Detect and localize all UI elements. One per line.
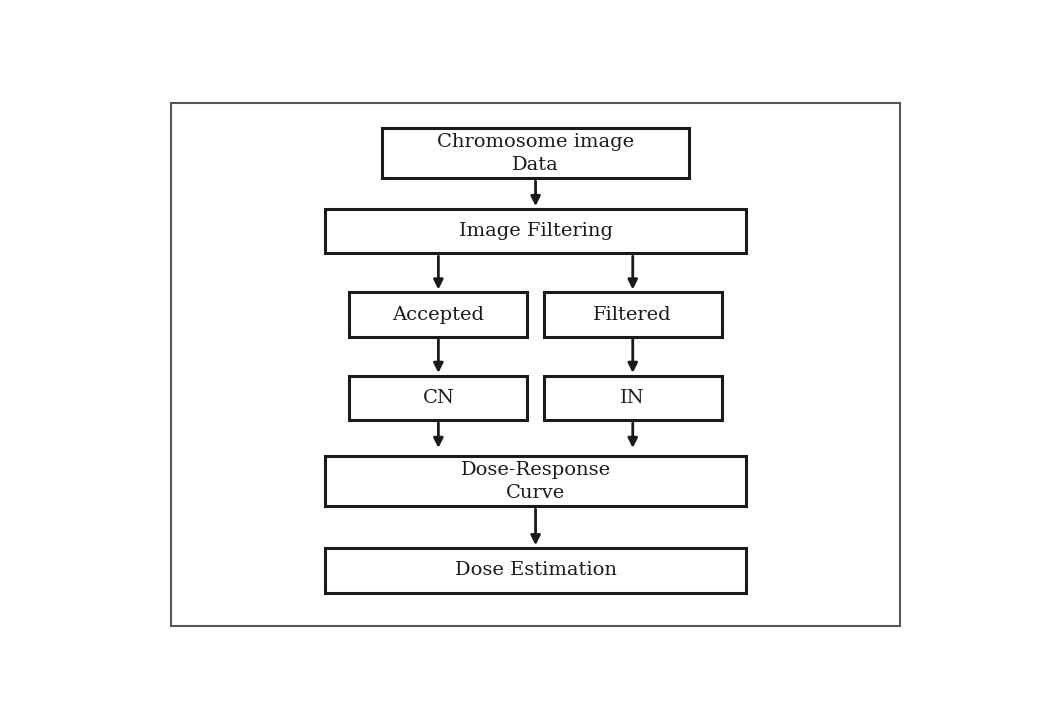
Bar — [381, 129, 690, 178]
Text: Filtered: Filtered — [594, 305, 672, 323]
Bar — [543, 375, 722, 420]
Text: Dose Estimation: Dose Estimation — [455, 561, 617, 579]
Text: Chromosome image
Data: Chromosome image Data — [437, 133, 634, 174]
Text: Dose-Response
Curve: Dose-Response Curve — [461, 461, 610, 503]
Text: Accepted: Accepted — [392, 305, 485, 323]
Bar — [349, 375, 528, 420]
Bar — [325, 456, 746, 506]
Bar — [325, 209, 746, 253]
Bar — [349, 292, 528, 336]
Text: CN: CN — [422, 389, 455, 407]
Text: Image Filtering: Image Filtering — [459, 222, 612, 240]
Bar — [325, 548, 746, 593]
Bar — [543, 292, 722, 336]
Text: IN: IN — [621, 389, 645, 407]
